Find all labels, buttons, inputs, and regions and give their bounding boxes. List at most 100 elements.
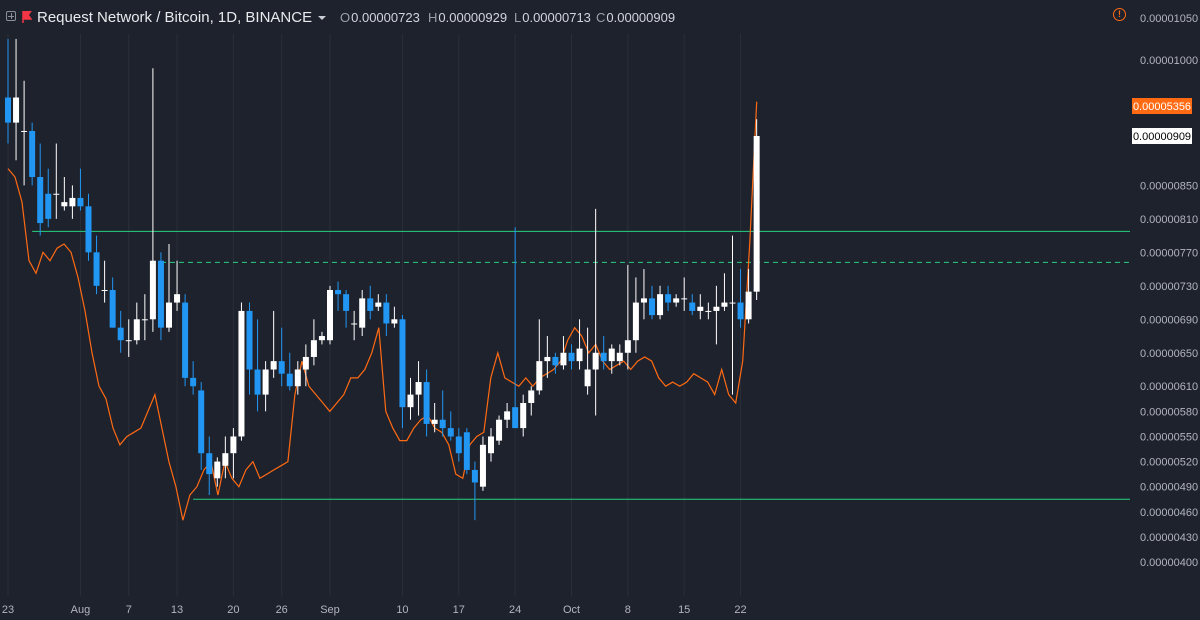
candle [753,119,760,301]
candle-body [69,197,76,207]
candle [117,310,124,353]
y-tick-label: 0.00000490 [1140,482,1198,494]
candle-body [463,432,470,470]
candle-body [21,130,28,132]
candle-body [133,319,140,341]
candle-body [351,323,358,325]
x-tick-label: 10 [396,604,408,616]
candle [13,38,20,161]
last-price-tag-bg [1132,128,1192,145]
expand-icon[interactable] [6,11,16,21]
candle-body [157,260,164,328]
candle [584,327,591,395]
candle-body [327,290,333,341]
symbol-title[interactable]: Request Network / Bitcoin, 1D, BINANCE [37,9,313,26]
candle-body [141,319,148,321]
candle [61,177,68,211]
candle [721,273,728,311]
y-tick-label: 0.00000810 [1140,214,1198,226]
candle [69,185,76,219]
candle-body [359,298,366,328]
x-tick-label: 13 [171,604,183,616]
candle-body [697,306,704,311]
ohlc-open: O0.00000723 [340,10,420,25]
candle-body [592,352,599,370]
candle-body [182,302,189,378]
ohlc-low: L0.00000713 [514,10,591,25]
candle-body [278,361,285,374]
candle-body [536,361,543,391]
candle-body [53,193,60,195]
candle-body [737,302,744,320]
candle-body [310,340,317,357]
chevron-down-icon[interactable] [318,16,326,20]
x-tick-label: 20 [227,604,239,616]
candle [45,168,52,228]
candle [318,331,325,345]
candle-body [455,436,462,454]
candle [665,285,672,311]
candle [488,428,494,462]
candle-body [246,310,253,370]
candle [536,319,543,395]
candle-body [5,97,11,123]
candle [77,168,84,211]
ohlc-close: C0.00000909 [596,10,675,25]
close-value: 0.00000909 [606,10,676,25]
candle-body [528,390,535,403]
candle [649,285,655,320]
candle-body [504,411,511,420]
x-tick-label: 22 [734,604,746,616]
candle [149,68,156,332]
candle [125,319,132,357]
y-tick-label: 0.00000400 [1140,557,1198,569]
flag-icon[interactable] [22,11,32,23]
candle-body [520,402,527,429]
candle [504,402,511,429]
candle [302,344,309,387]
candle-body [149,260,156,320]
y-tick-label: 0.00000650 [1140,348,1198,360]
candle-body [407,394,414,408]
candle-body [294,369,301,387]
candle [657,285,664,320]
candle-body [117,327,124,341]
y-tick-label: 0.00000610 [1140,381,1198,393]
candle-body [705,310,712,312]
candle-body [431,419,438,424]
candle-body [85,206,92,253]
candle [624,264,631,370]
candle [576,319,583,370]
candle-body [447,428,454,437]
chart-header: Request Network / Bitcoin, 1D, BINANCE O… [0,0,1130,34]
candle [182,294,189,387]
high-value: 0.00000929 [438,10,508,25]
candle [141,294,148,341]
overlay-line [7,101,758,521]
candle [681,277,688,311]
candle-body [560,352,567,366]
candle-body [488,436,494,454]
candle-body [262,369,269,395]
alert-circle-icon[interactable]: ! [1113,8,1126,21]
price-tags: 0.00005356 0.00000909 [1132,98,1192,145]
candle-body [721,302,728,307]
candle [447,411,454,441]
candle-body [383,302,390,324]
last-price-tag: 0.00000909 [1132,128,1192,145]
candle-body [745,291,752,320]
candle [383,294,390,337]
candle [737,269,744,328]
candle [133,302,140,345]
low-label: L [514,10,522,25]
candle-body [439,419,446,429]
candle-body [270,361,277,370]
candle-body [624,340,631,353]
candle-body [423,382,430,424]
candle [85,193,92,261]
x-tick-label: 8 [625,604,631,616]
x-tick-label: 15 [678,604,690,616]
x-tick-label: 24 [509,604,521,616]
candle [174,260,181,311]
